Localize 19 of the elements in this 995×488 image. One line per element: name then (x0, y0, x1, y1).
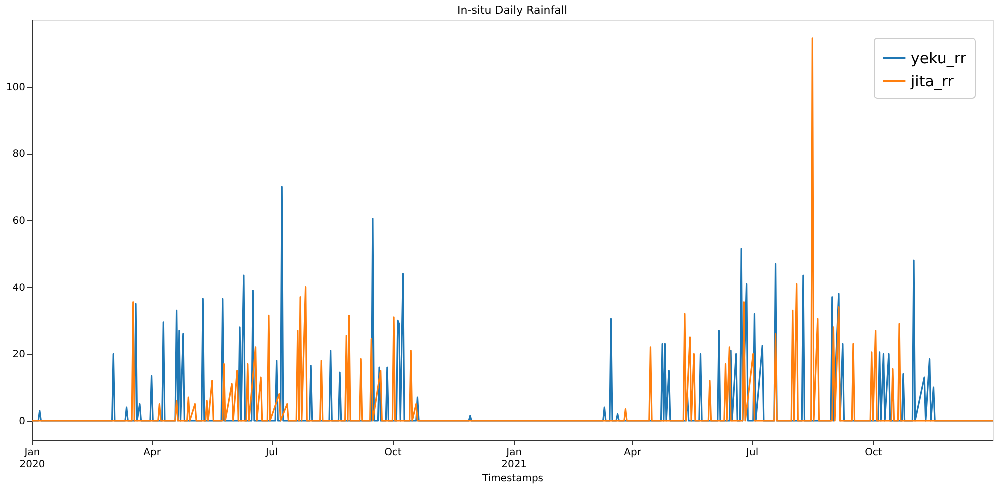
x-tick-label: Oct (865, 448, 882, 458)
x-tick-label: Jul (746, 448, 759, 458)
y-tick-label: 40 (12, 282, 26, 294)
line-series (32, 38, 993, 422)
y-tick-label: 80 (12, 149, 26, 160)
y-tick-label: 60 (12, 216, 26, 227)
y-tick-label: 100 (6, 82, 26, 94)
x-tick-label: Apr (624, 448, 642, 458)
legend-label: yeku_rr (911, 50, 968, 68)
chart-title: In-situ Daily Rainfall (458, 4, 568, 17)
legend-label: jita_rr (910, 72, 955, 90)
x-tick-label: Jan 2021 (502, 448, 528, 470)
x-tick-label: Jan 2020 (20, 448, 46, 470)
x-tick-label: Apr (144, 448, 162, 458)
y-tick-label: 0 (19, 416, 26, 428)
y-tick-label: 20 (12, 350, 26, 361)
x-tick-label: Oct (384, 448, 402, 458)
x-axis-title: Timestamps (481, 474, 544, 484)
x-tick-label: Jul (265, 448, 278, 458)
